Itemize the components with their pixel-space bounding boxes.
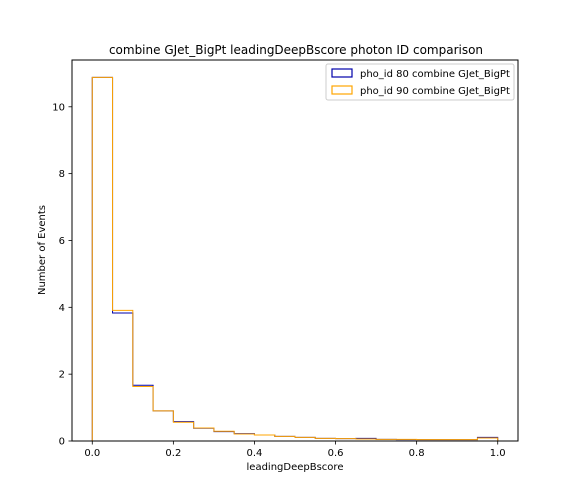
x-tick-label: 0.8 (409, 448, 425, 459)
x-axis-ticks: 0.0 0.2 0.4 0.6 0.8 1.0 (84, 441, 506, 459)
x-tick-label: 0.6 (328, 448, 344, 459)
x-tick-label: 0.0 (84, 448, 100, 459)
axes-frame (71, 59, 519, 442)
histogram-series-2 (91, 76, 499, 441)
y-tick-label: 2 (59, 370, 65, 381)
x-tick-label: 1.0 (490, 448, 506, 459)
y-tick-label: 6 (59, 236, 65, 247)
y-tick-label: 4 (59, 303, 65, 314)
y-tick-label: 10 (52, 102, 65, 113)
legend-swatch-series-2 (331, 85, 353, 95)
x-tick-label: 0.2 (165, 448, 181, 459)
x-tick-label: 0.4 (247, 448, 263, 459)
legend-label-series-1: pho_id 80 combine GJet_BigPt (360, 69, 510, 80)
y-tick-label: 0 (59, 437, 65, 448)
y-axis-ticks: 0 2 4 6 8 10 (52, 102, 72, 448)
y-tick-label: 8 (59, 169, 65, 180)
plot-area (91, 76, 499, 441)
legend-label-series-2: pho_id 90 combine GJet_BigPt (360, 86, 510, 97)
legend: pho_id 80 combine GJet_BigPt pho_id 90 c… (325, 63, 515, 101)
legend-box (325, 63, 515, 101)
y-axis-label: Number of Events (37, 205, 48, 295)
x-axis-label: leadingDeepBscore (247, 462, 344, 473)
legend-swatch-series-1 (331, 68, 353, 78)
chart-title: combine GJet_BigPt leadingDeepBscore pho… (109, 43, 483, 57)
